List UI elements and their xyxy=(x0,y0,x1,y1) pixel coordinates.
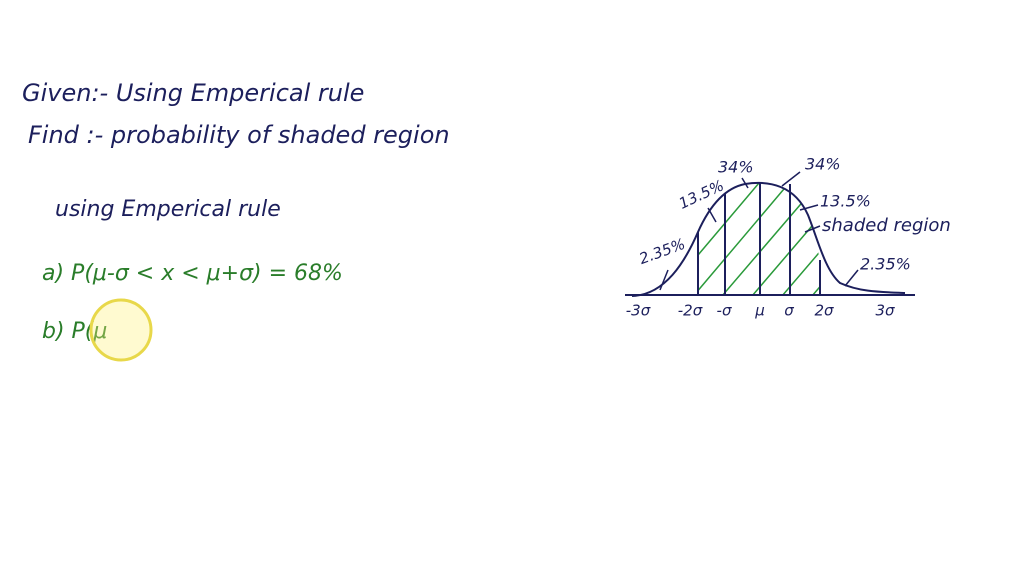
method-line: using Emperical rule xyxy=(55,197,281,222)
axis-label: σ xyxy=(784,302,794,320)
pointer-lines xyxy=(659,171,859,291)
label-34-right: 34% xyxy=(805,155,841,174)
axis-label: 2σ xyxy=(814,302,834,320)
find-line: Find :- probability of shaded region xyxy=(28,121,450,149)
part-a: a) P(μ-σ < x < μ+σ) = 68% xyxy=(42,261,343,286)
label-shaded: shaded region xyxy=(822,215,951,236)
axis-label: -3σ xyxy=(626,302,651,320)
label-13-right: 13.5% xyxy=(820,192,871,211)
curve xyxy=(631,181,906,297)
divider-lines xyxy=(697,182,821,295)
axis-label: 3σ xyxy=(875,302,895,320)
axis-label: -σ xyxy=(717,302,732,320)
axis-label: -2σ xyxy=(678,302,703,320)
given-line: Given:- Using Emperical rule xyxy=(22,79,364,107)
cursor-highlight xyxy=(89,298,153,362)
axis-labels: -3σ -2σ -σ μ σ 2σ 3σ xyxy=(626,302,895,320)
label-235-right: 2.35% xyxy=(860,255,911,274)
axis-label: μ xyxy=(754,302,765,320)
label-34-left: 34% xyxy=(718,158,754,177)
part-b: b) P(μ xyxy=(42,319,107,344)
normal-curve-diagram: 34% 34% 13.5% 13.5% shaded region 2.35% … xyxy=(625,155,951,320)
